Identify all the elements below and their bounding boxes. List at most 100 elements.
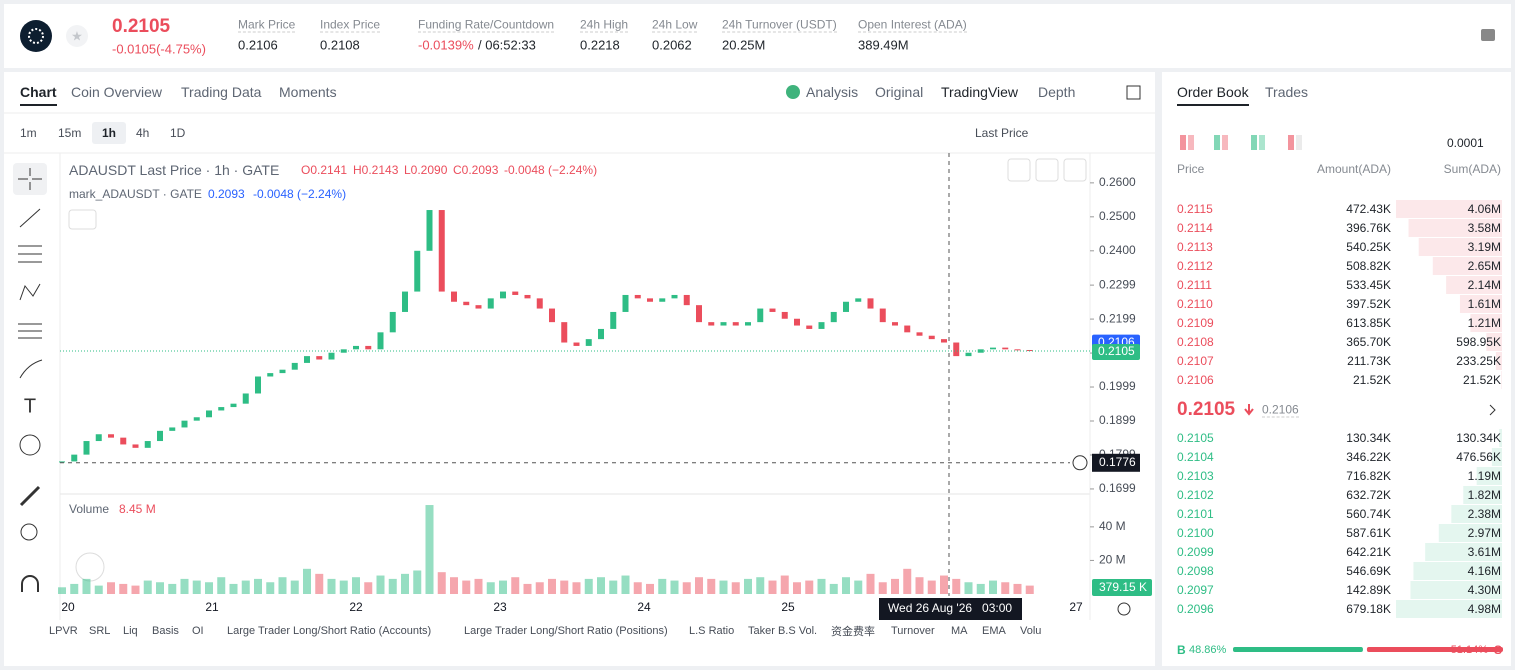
- view-tab[interactable]: Original: [875, 84, 924, 100]
- indicator[interactable]: Basis: [152, 625, 179, 637]
- add-order[interactable]: [1072, 455, 1088, 471]
- view-tab[interactable]: TradingView: [941, 84, 1019, 100]
- indicator[interactable]: Volu: [1020, 625, 1042, 637]
- volume-bar: [780, 575, 789, 594]
- candle: [769, 308, 776, 312]
- volume-bar: [388, 578, 397, 594]
- ob-sum: 3.58M: [1467, 221, 1501, 235]
- ob-price[interactable]: 0.2114: [1177, 221, 1213, 235]
- indicator[interactable]: OI: [192, 625, 204, 637]
- indicator[interactable]: MA: [951, 625, 968, 637]
- ob-price[interactable]: 0.2111: [1177, 278, 1212, 292]
- text-tool[interactable]: T: [24, 395, 36, 417]
- ruler-tool[interactable]: [19, 485, 41, 507]
- interval[interactable]: 1D: [170, 126, 186, 140]
- ob-price[interactable]: 0.2104: [1177, 450, 1214, 464]
- indicator[interactable]: Liq: [123, 625, 138, 637]
- brush-tool[interactable]: [19, 359, 43, 379]
- header: [4, 4, 1511, 68]
- collapse-button[interactable]: [1035, 158, 1059, 182]
- chart-tab[interactable]: Coin Overview: [71, 84, 163, 100]
- ob-precision[interactable]: 0.0001: [1447, 136, 1484, 150]
- ob-price[interactable]: 0.2109: [1177, 316, 1214, 330]
- ob-price[interactable]: 0.2099: [1177, 545, 1214, 559]
- crosshair-tool[interactable]: [18, 168, 42, 190]
- fib-tool[interactable]: [18, 245, 42, 263]
- pattern-tool[interactable]: [19, 283, 41, 301]
- favorite-button[interactable]: [66, 25, 88, 47]
- indicator[interactable]: EMA: [982, 625, 1006, 637]
- zoom-tool[interactable]: [20, 523, 38, 541]
- ob-view-icon[interactable]: [1296, 135, 1302, 150]
- interval[interactable]: 1m: [20, 126, 37, 140]
- price-type[interactable]: Last Price: [975, 126, 1029, 140]
- ob-price[interactable]: 0.2115: [1177, 202, 1213, 216]
- tool-active[interactable]: [13, 163, 47, 195]
- ob-view-icon[interactable]: [1251, 135, 1257, 150]
- ob-view-icon[interactable]: [1214, 135, 1220, 150]
- indicator[interactable]: LPVR: [49, 625, 78, 637]
- stat-value: 389.49M: [858, 37, 909, 53]
- legend-ohlc: -0.0048 (−2.24%): [504, 163, 598, 177]
- interval[interactable]: 4h: [136, 126, 150, 140]
- ob-view-icon[interactable]: [1188, 135, 1194, 150]
- collapse-legend[interactable]: [68, 209, 97, 230]
- view-tab[interactable]: Depth: [1038, 84, 1076, 100]
- analysis-icon: [786, 85, 800, 99]
- candle: [451, 291, 457, 302]
- ob-view-icon[interactable]: [1259, 135, 1265, 150]
- ob-price[interactable]: 0.2101: [1177, 507, 1214, 521]
- indicator[interactable]: Large Trader Long/Short Ratio (Accounts): [227, 625, 432, 637]
- replay-button[interactable]: [1063, 158, 1087, 182]
- volume-bar: [829, 583, 838, 594]
- crosshair-price: 0.1776: [1099, 455, 1136, 469]
- scroll-button[interactable]: [1007, 158, 1031, 182]
- ob-price[interactable]: 0.2110: [1177, 297, 1213, 311]
- indicator[interactable]: L.S Ratio: [689, 625, 735, 637]
- ob-price[interactable]: 0.2096: [1177, 602, 1214, 616]
- ob-view-icon[interactable]: [1222, 135, 1228, 150]
- emoji-tool[interactable]: [19, 434, 41, 456]
- ob-price[interactable]: 0.2100: [1177, 526, 1214, 540]
- ob-price[interactable]: 0.2105: [1177, 431, 1214, 445]
- candle: [916, 332, 923, 336]
- more-arrow[interactable]: [1489, 404, 1496, 416]
- candle: [463, 301, 470, 306]
- ob-price[interactable]: 0.2097: [1177, 583, 1214, 597]
- ob-tab[interactable]: Trades: [1265, 84, 1309, 100]
- layout-icon[interactable]: [1126, 85, 1141, 100]
- ob-price[interactable]: 0.2108: [1177, 335, 1214, 349]
- indicator[interactable]: SRL: [89, 625, 111, 637]
- indicator[interactable]: 资金费率: [831, 626, 875, 638]
- magnet-tool[interactable]: [21, 575, 39, 592]
- ob-price[interactable]: 0.2102: [1177, 488, 1214, 502]
- indicator[interactable]: Large Trader Long/Short Ratio (Positions…: [464, 625, 668, 637]
- indicator[interactable]: Taker B.S Vol.: [748, 625, 818, 637]
- tv-logo: [75, 552, 105, 582]
- chart-tab[interactable]: Moments: [279, 84, 337, 100]
- indicator[interactable]: Turnover: [891, 625, 935, 637]
- interval[interactable]: 1h: [102, 126, 117, 140]
- ob-view-icon[interactable]: [1180, 135, 1186, 150]
- chart-tab[interactable]: Trading Data: [181, 84, 262, 100]
- ob-amount: 587.61K: [1346, 526, 1391, 540]
- settings-icon[interactable]: [1481, 29, 1495, 41]
- interval[interactable]: 15m: [58, 126, 82, 140]
- candle: [328, 352, 335, 360]
- ob-price[interactable]: 0.2112: [1177, 259, 1213, 273]
- settings-icon[interactable]: [1117, 602, 1131, 616]
- chart-tab[interactable]: Chart: [20, 84, 57, 106]
- view-tab[interactable]: Analysis: [806, 84, 859, 100]
- trendline-tool[interactable]: [19, 208, 41, 228]
- ob-price[interactable]: 0.2106: [1177, 373, 1214, 387]
- ob-price[interactable]: 0.2098: [1177, 564, 1214, 578]
- ob-price[interactable]: 0.2113: [1177, 240, 1213, 254]
- ob-tab[interactable]: Order Book: [1177, 84, 1249, 106]
- ob-price[interactable]: 0.2103: [1177, 469, 1214, 483]
- volume-bar: [609, 580, 618, 594]
- volume-bar: [499, 580, 507, 594]
- candle: [59, 461, 65, 463]
- prediction-tool[interactable]: [18, 323, 42, 339]
- ob-price[interactable]: 0.2107: [1177, 354, 1214, 368]
- ob-view-icon[interactable]: [1288, 135, 1294, 150]
